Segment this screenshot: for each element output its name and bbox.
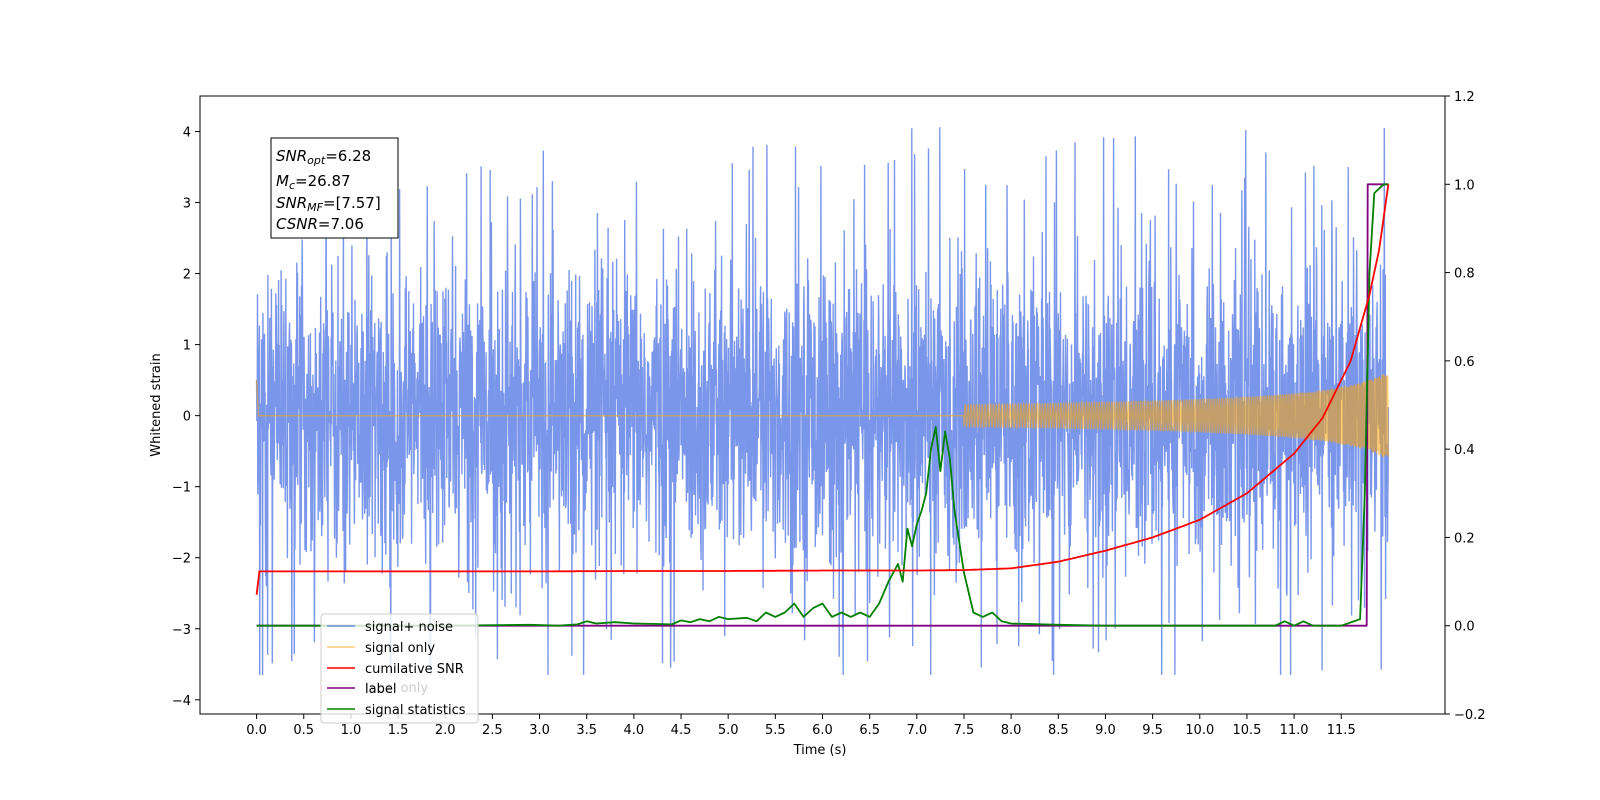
legend-label-signal: signal only	[365, 641, 435, 656]
legend-label-stats: signal statistics	[365, 703, 466, 718]
legend-label-label: label	[365, 682, 396, 697]
y-tick-label: −1	[172, 481, 191, 496]
x-tick-label: 11.5	[1327, 723, 1356, 738]
x-tick-label: 2.0	[435, 723, 456, 738]
y2-tick-label: 0.0	[1454, 620, 1475, 635]
y2-tick-label: 0.8	[1454, 267, 1475, 282]
x-tick-label: 6.0	[812, 723, 833, 738]
x-tick-label: 6.5	[859, 723, 880, 738]
x-tick-label: 8.0	[1001, 723, 1022, 738]
x-tick-label: 7.0	[906, 723, 927, 738]
x-tick-label: 3.0	[529, 723, 550, 738]
annotation-frame	[270, 137, 399, 239]
legend-entry-noisy: signal+ noise	[327, 620, 453, 635]
x-tick-label: 8.5	[1048, 723, 1069, 738]
annotation-snr-mf: SNRMF=[7.57]	[276, 194, 381, 214]
annotation-snr-opt: SNRopt=6.28	[276, 147, 371, 167]
x-tick-label: 3.5	[576, 723, 597, 738]
series-signal-statistics	[256, 183, 1389, 627]
x-tick-label: 11.0	[1280, 723, 1309, 738]
x-tick-label: 0.0	[246, 723, 267, 738]
x-tick-label: 9.5	[1142, 723, 1163, 738]
legend-entry-stats: signal statistics	[327, 703, 466, 718]
annotation-mc: Mc=26.87	[276, 172, 351, 192]
x-tick-label: 1.5	[388, 723, 409, 738]
x-tick-label: 9.0	[1095, 723, 1116, 738]
x-tick-label: 1.0	[341, 723, 362, 738]
y2-tick-label: 1.0	[1454, 178, 1475, 193]
x-axis-label: Time (s)	[793, 743, 847, 758]
y-tick-label: 3	[183, 197, 191, 212]
annotation-csnr: CSNR=7.06	[276, 215, 364, 233]
y-tick-label: −2	[172, 552, 191, 567]
annotation-box: SNRopt=6.28 Mc=26.87 SNRMF=[7.57] CSNR=7…	[270, 137, 399, 239]
y-tick-label: −3	[172, 623, 191, 638]
x-tick-label: 10.0	[1185, 723, 1214, 738]
y-tick-label: 2	[183, 268, 191, 283]
y-axis-label: Whitened strain	[149, 353, 164, 456]
x-tick-label: 4.0	[624, 723, 645, 738]
x-tick-label: 2.5	[482, 723, 503, 738]
series-layer	[255, 127, 1390, 675]
y-tick-label: 4	[183, 126, 191, 141]
legend-label-csnr: cumilative SNR	[365, 662, 464, 677]
legend-overlapped-text: label only	[365, 681, 428, 696]
x-tick-label: 5.5	[765, 723, 786, 738]
legend-entry-csnr: cumilative SNR	[327, 662, 464, 677]
series-signal-only	[255, 374, 1390, 458]
y-tick-label: −4	[172, 694, 191, 709]
y-tick-label: 1	[183, 339, 191, 354]
y2-tick-label: 0.2	[1454, 531, 1475, 546]
y2-tick-label: −0.2	[1454, 708, 1486, 723]
series-signal-noise	[255, 127, 1390, 675]
y-axis-left: 4 3 2 1 0 −1 −2 −3 −4	[172, 126, 200, 709]
legend-label-noisy: signal+ noise	[365, 620, 453, 635]
legend-frame	[320, 613, 479, 724]
legend: label only signal+ noise signal only cum…	[320, 613, 479, 724]
legend-entry-signal: signal only	[327, 641, 435, 656]
x-axis: 0.0 0.5 1.0 1.5 2.0 2.5 3.0 3.5 4.0 4.5 5.0 5.5 6.0 6…	[246, 714, 1356, 738]
y2-tick-label: 0.4	[1454, 443, 1475, 458]
x-tick-label: 7.5	[954, 723, 975, 738]
y2-tick-label: 0.6	[1454, 355, 1475, 370]
x-tick-label: 4.5	[671, 723, 692, 738]
y-tick-label: 0	[183, 410, 191, 425]
x-tick-label: 0.5	[293, 723, 314, 738]
series-cumulative-snr	[255, 184, 1390, 595]
y-axis-right: 1.2 1.0 0.8 0.6 0.4 0.2 0.0 −0.2	[1445, 90, 1486, 723]
legend-entry-label: label	[327, 682, 396, 697]
x-tick-label: 10.5	[1232, 723, 1261, 738]
x-tick-label: 5.0	[718, 723, 739, 738]
y2-tick-label: 1.2	[1454, 90, 1475, 105]
